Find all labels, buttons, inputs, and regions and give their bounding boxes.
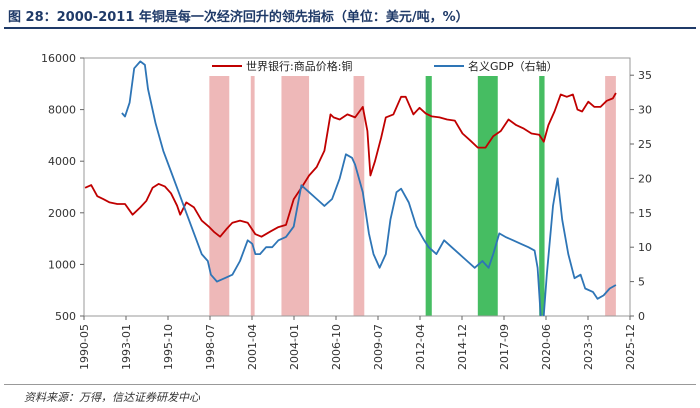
y-right-tick-label: 25 xyxy=(638,138,652,151)
x-tick-label: 1995-10 xyxy=(162,324,175,370)
copper-price-line xyxy=(84,92,617,238)
page-title: 图 28：2000-2011 年铜是每一次经济回升的领先指标（单位：美元/吨，%… xyxy=(8,10,469,25)
x-tick-label: 2001-04 xyxy=(246,324,259,370)
y-right-tick-label: 30 xyxy=(638,104,652,117)
x-tick-label: 1998-07 xyxy=(204,324,217,370)
recession-band-2 xyxy=(250,76,255,316)
x-tick-label: 2023-03 xyxy=(582,324,595,370)
plot-frame xyxy=(83,57,631,317)
legend-copper-label: 世界银行:商品价格:铜 xyxy=(246,59,352,73)
y-right-tick-label: 0 xyxy=(638,310,645,323)
y-right-tick-label: 15 xyxy=(638,207,652,220)
x-tick-label: 2017-09 xyxy=(498,324,511,370)
x-tick-label: 1990-05 xyxy=(78,324,91,370)
recovery-band-6 xyxy=(477,76,498,316)
y-right-tick-label: 35 xyxy=(638,69,652,82)
source-note: 资料来源：万得，信达证券研发中心 xyxy=(24,391,200,404)
x-tick-label: 2004-01 xyxy=(288,324,301,370)
x-tick-label: 2025-12 xyxy=(624,324,637,370)
x-tick-label: 2020-06 xyxy=(540,324,553,370)
y-left-tick-label: 500 xyxy=(55,310,76,323)
x-tick-label: 2009-07 xyxy=(372,324,385,370)
source-divider xyxy=(4,384,696,385)
y-right-tick-label: 5 xyxy=(638,276,645,289)
y-left-tick-label: 2000 xyxy=(48,207,76,220)
legend-gdp-label: 名义GDP（右轴） xyxy=(468,59,558,73)
x-tick-label: 2006-10 xyxy=(330,324,343,370)
recession-band-1 xyxy=(209,76,230,316)
x-tick-label: 2012-04 xyxy=(414,324,427,370)
recession-band-8 xyxy=(605,76,616,316)
title-divider xyxy=(4,27,696,29)
x-tick-label: 1993-01 xyxy=(120,324,133,370)
y-right-tick-label: 20 xyxy=(638,172,652,185)
recovery-band-5 xyxy=(425,76,432,316)
nominal-gdp-line xyxy=(121,60,617,316)
y-left-tick-label: 1000 xyxy=(48,258,76,271)
y-left-tick-label: 16000 xyxy=(41,52,76,65)
recovery-band-7 xyxy=(539,76,545,316)
recession-band-4 xyxy=(353,76,365,316)
y-left-tick-label: 4000 xyxy=(48,155,76,168)
y-left-tick-label: 8000 xyxy=(48,104,76,117)
x-tick-label: 2014-12 xyxy=(456,324,469,370)
y-right-tick-label: 10 xyxy=(638,241,652,254)
